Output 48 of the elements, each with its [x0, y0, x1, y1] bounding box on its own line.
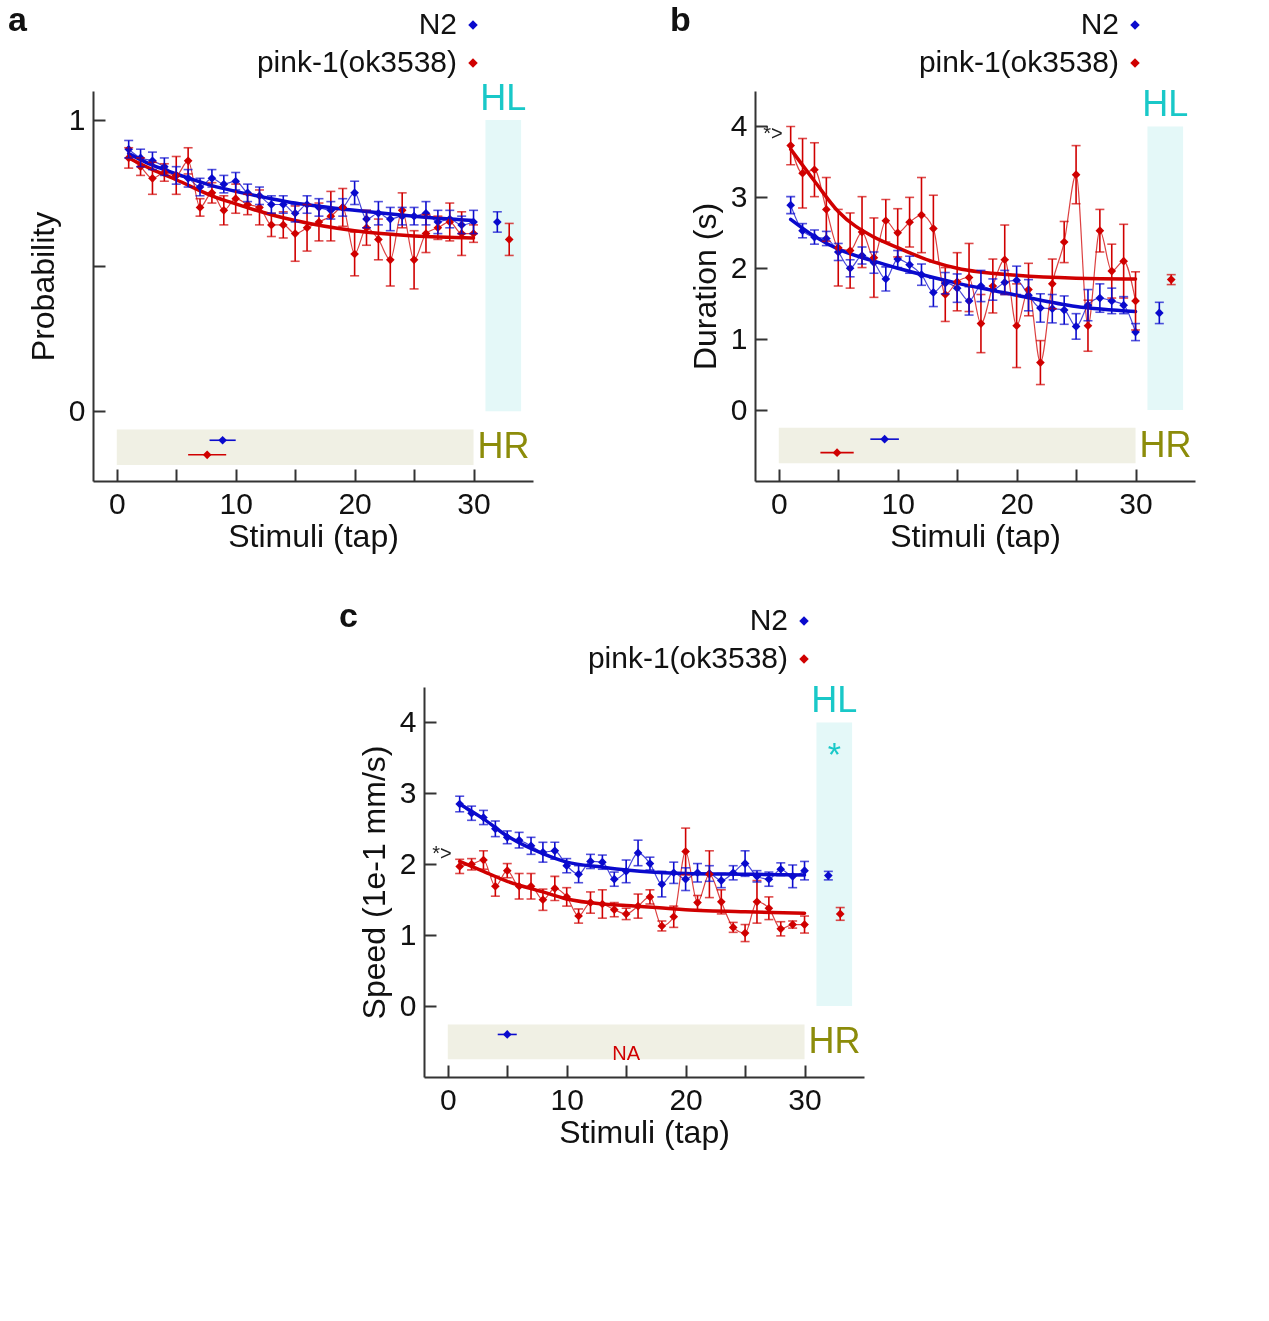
y-tick-label: 3	[399, 775, 417, 809]
y-tick-label: 1	[730, 321, 748, 355]
x-tick-label: 30	[457, 486, 491, 520]
annotation: NA	[612, 1041, 641, 1064]
y-tick-label: 4	[399, 704, 417, 738]
band-label: HR	[1139, 423, 1192, 465]
y-tick-label: 1	[399, 917, 417, 951]
y-tick-label: 0	[730, 392, 748, 426]
annotation: *>	[432, 842, 452, 865]
x-tick-label: 0	[439, 1082, 457, 1116]
band-label: HL	[1142, 83, 1189, 125]
x-tick-label: 10	[881, 486, 915, 520]
x-axis-title: Stimuli (tap)	[559, 1113, 730, 1150]
legend-label: pink-1(ok3538)	[587, 641, 788, 674]
band-label: HL	[480, 77, 527, 119]
x-tick-label: 20	[669, 1082, 703, 1116]
x-tick-label: 10	[219, 486, 253, 520]
chart-title: b	[670, 0, 691, 38]
annotation: *>	[763, 121, 783, 144]
y-axis-title: Speed (1e-1 mm/s)	[355, 745, 392, 1020]
x-axis-title: Stimuli (tap)	[228, 517, 399, 554]
x-tick-label: 0	[108, 486, 126, 520]
annotation: *	[827, 735, 841, 774]
legend-label: N2	[1080, 7, 1119, 40]
legend-label: pink-1(ok3538)	[256, 45, 457, 78]
y-tick-label: 3	[730, 179, 748, 213]
x-tick-label: 10	[550, 1082, 584, 1116]
y-tick-label: 2	[399, 846, 417, 880]
y-tick-label: 1	[68, 102, 86, 136]
x-axis-title: Stimuli (tap)	[890, 517, 1061, 554]
y-axis-title: Probability	[24, 211, 61, 362]
y-tick-label: 4	[730, 108, 748, 142]
x-tick-label: 20	[338, 486, 372, 520]
legend-label: N2	[749, 603, 788, 636]
y-tick-label: 0	[399, 988, 417, 1022]
legend-label: pink-1(ok3538)	[918, 45, 1119, 78]
band-label: HR	[808, 1019, 861, 1061]
chart-title: c	[339, 596, 358, 634]
x-tick-label: 30	[788, 1082, 822, 1116]
x-tick-label: 0	[770, 486, 788, 520]
band-label: HL	[811, 679, 858, 721]
x-tick-label: 20	[1000, 486, 1034, 520]
y-tick-label: 2	[730, 250, 748, 284]
y-axis-title: Duration (s)	[686, 202, 723, 371]
legend-label: N2	[418, 7, 457, 40]
chart-title: a	[8, 0, 28, 38]
band-label: HR	[477, 425, 530, 467]
x-tick-label: 30	[1119, 486, 1153, 520]
